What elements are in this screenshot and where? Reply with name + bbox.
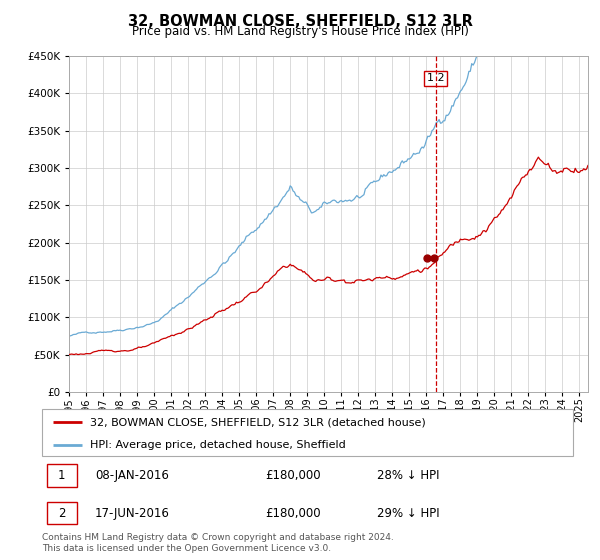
Text: £180,000: £180,000 — [265, 507, 320, 520]
Text: 1: 1 — [58, 469, 65, 482]
Text: 29% ↓ HPI: 29% ↓ HPI — [377, 507, 439, 520]
Text: £180,000: £180,000 — [265, 469, 320, 482]
FancyBboxPatch shape — [42, 409, 573, 456]
Text: 32, BOWMAN CLOSE, SHEFFIELD, S12 3LR (detached house): 32, BOWMAN CLOSE, SHEFFIELD, S12 3LR (de… — [90, 417, 425, 427]
Text: Contains HM Land Registry data © Crown copyright and database right 2024.
This d: Contains HM Land Registry data © Crown c… — [42, 533, 394, 553]
Text: 28% ↓ HPI: 28% ↓ HPI — [377, 469, 439, 482]
Text: 08-JAN-2016: 08-JAN-2016 — [95, 469, 169, 482]
Text: 2: 2 — [58, 507, 65, 520]
Text: 17-JUN-2016: 17-JUN-2016 — [95, 507, 170, 520]
Text: 32, BOWMAN CLOSE, SHEFFIELD, S12 3LR: 32, BOWMAN CLOSE, SHEFFIELD, S12 3LR — [128, 14, 472, 29]
FancyBboxPatch shape — [47, 464, 77, 487]
FancyBboxPatch shape — [47, 502, 77, 524]
Text: 1 2: 1 2 — [427, 73, 445, 83]
Text: Price paid vs. HM Land Registry's House Price Index (HPI): Price paid vs. HM Land Registry's House … — [131, 25, 469, 38]
Text: HPI: Average price, detached house, Sheffield: HPI: Average price, detached house, Shef… — [90, 440, 346, 450]
